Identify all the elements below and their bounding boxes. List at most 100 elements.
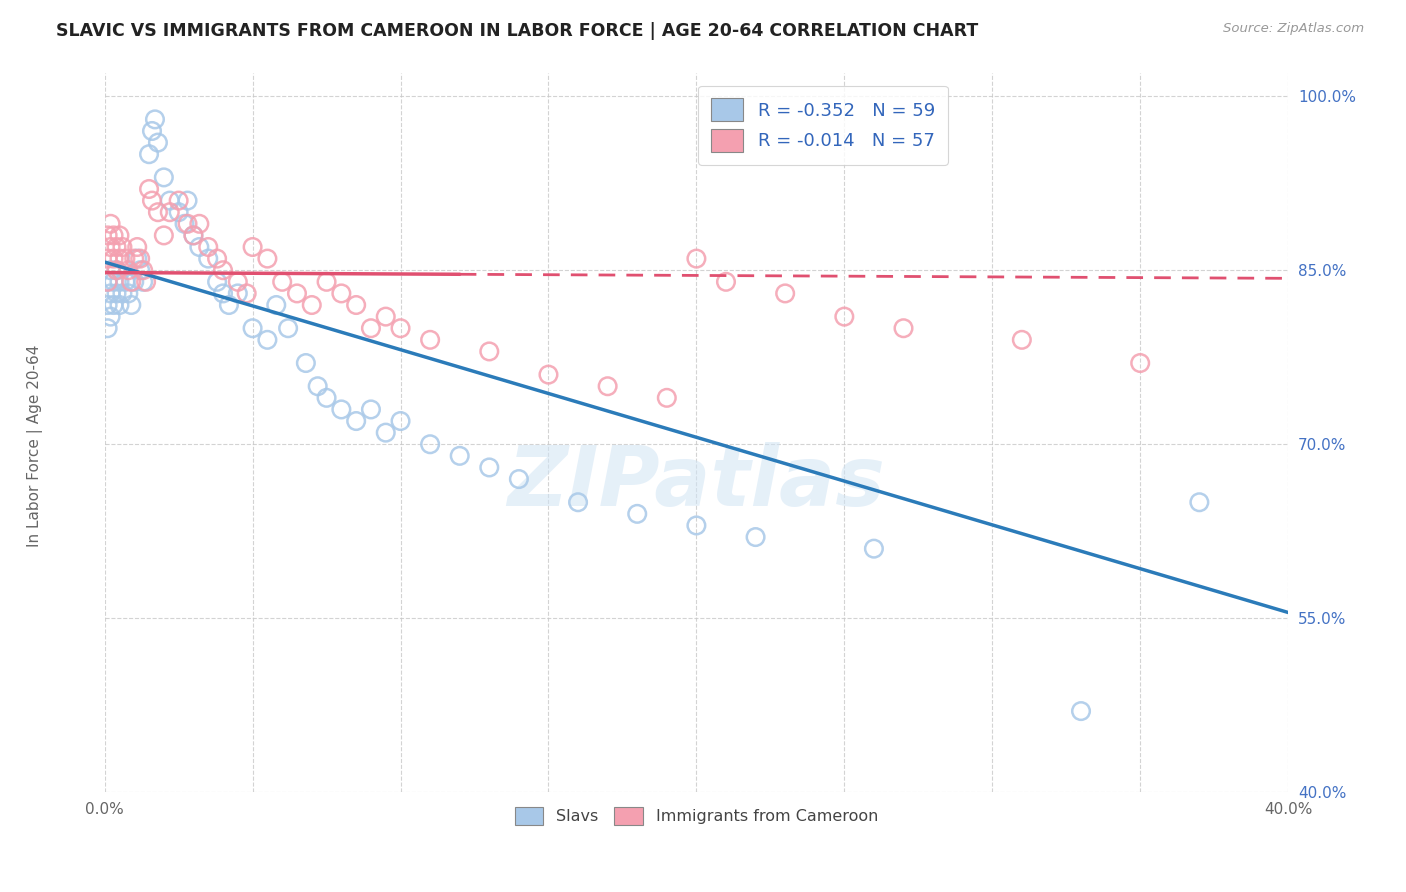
Point bbox=[212, 263, 235, 277]
Point bbox=[596, 379, 619, 393]
Point bbox=[129, 252, 152, 266]
Point bbox=[1070, 704, 1092, 718]
Text: In Labor Force | Age 20-64: In Labor Force | Age 20-64 bbox=[27, 345, 44, 547]
Point bbox=[103, 228, 125, 243]
Point bbox=[127, 252, 149, 266]
Point bbox=[218, 298, 240, 312]
Point bbox=[685, 252, 707, 266]
Point bbox=[117, 286, 139, 301]
Point bbox=[1011, 333, 1033, 347]
Point bbox=[176, 217, 198, 231]
Point bbox=[114, 275, 136, 289]
Point bbox=[159, 194, 181, 208]
Point bbox=[893, 321, 915, 335]
Point bbox=[537, 368, 560, 382]
Point bbox=[103, 252, 125, 266]
Point bbox=[419, 333, 441, 347]
Point bbox=[197, 240, 219, 254]
Point bbox=[344, 298, 367, 312]
Point bbox=[285, 286, 308, 301]
Point bbox=[97, 298, 120, 312]
Point bbox=[97, 275, 120, 289]
Point bbox=[108, 252, 131, 266]
Point bbox=[295, 356, 318, 370]
Point bbox=[141, 124, 163, 138]
Point bbox=[256, 252, 278, 266]
Point bbox=[108, 298, 131, 312]
Text: SLAVIC VS IMMIGRANTS FROM CAMEROON IN LABOR FORCE | AGE 20-64 CORRELATION CHART: SLAVIC VS IMMIGRANTS FROM CAMEROON IN LA… bbox=[56, 22, 979, 40]
Point bbox=[315, 275, 337, 289]
Point bbox=[97, 321, 120, 335]
Point bbox=[264, 298, 287, 312]
Point bbox=[105, 286, 128, 301]
Point bbox=[129, 263, 152, 277]
Point bbox=[360, 402, 382, 417]
Point bbox=[419, 437, 441, 451]
Point bbox=[212, 286, 235, 301]
Point bbox=[344, 414, 367, 428]
Point bbox=[159, 205, 181, 219]
Point bbox=[307, 379, 329, 393]
Point bbox=[567, 495, 589, 509]
Point bbox=[153, 228, 176, 243]
Point bbox=[183, 228, 205, 243]
Point bbox=[197, 252, 219, 266]
Point bbox=[141, 194, 163, 208]
Point bbox=[389, 414, 412, 428]
Legend: Slavs, Immigrants from Cameroon: Slavs, Immigrants from Cameroon bbox=[505, 797, 887, 835]
Point bbox=[744, 530, 766, 544]
Point bbox=[117, 263, 139, 277]
Point bbox=[100, 263, 122, 277]
Point bbox=[773, 286, 796, 301]
Point bbox=[146, 205, 169, 219]
Text: Source: ZipAtlas.com: Source: ZipAtlas.com bbox=[1223, 22, 1364, 36]
Point bbox=[122, 252, 145, 266]
Point bbox=[478, 460, 501, 475]
Point bbox=[205, 252, 228, 266]
Point bbox=[100, 240, 122, 254]
Point bbox=[655, 391, 678, 405]
Point bbox=[105, 240, 128, 254]
Text: ZIPatlas: ZIPatlas bbox=[508, 442, 886, 524]
Point bbox=[105, 263, 128, 277]
Point bbox=[389, 321, 412, 335]
Point bbox=[478, 344, 501, 359]
Point bbox=[1188, 495, 1211, 509]
Point bbox=[111, 286, 134, 301]
Point bbox=[146, 136, 169, 150]
Point bbox=[143, 112, 166, 127]
Point bbox=[360, 321, 382, 335]
Point bbox=[449, 449, 471, 463]
Point bbox=[100, 286, 122, 301]
Point bbox=[100, 217, 122, 231]
Point bbox=[714, 275, 737, 289]
Point bbox=[127, 240, 149, 254]
Point bbox=[122, 275, 145, 289]
Point bbox=[508, 472, 530, 486]
Point bbox=[153, 170, 176, 185]
Point bbox=[138, 182, 160, 196]
Point bbox=[188, 240, 211, 254]
Point bbox=[173, 217, 195, 231]
Point bbox=[374, 310, 396, 324]
Point bbox=[108, 275, 131, 289]
Point bbox=[97, 275, 120, 289]
Point bbox=[242, 240, 264, 254]
Point bbox=[242, 321, 264, 335]
Point bbox=[108, 228, 131, 243]
Point bbox=[176, 194, 198, 208]
Point bbox=[863, 541, 886, 556]
Point bbox=[235, 286, 257, 301]
Point bbox=[315, 391, 337, 405]
Point bbox=[330, 402, 353, 417]
Point bbox=[100, 310, 122, 324]
Point bbox=[114, 252, 136, 266]
Point bbox=[138, 147, 160, 161]
Point bbox=[226, 275, 249, 289]
Point bbox=[132, 275, 155, 289]
Point bbox=[271, 275, 294, 289]
Point bbox=[256, 333, 278, 347]
Point bbox=[1129, 356, 1152, 370]
Point bbox=[132, 263, 155, 277]
Point bbox=[183, 228, 205, 243]
